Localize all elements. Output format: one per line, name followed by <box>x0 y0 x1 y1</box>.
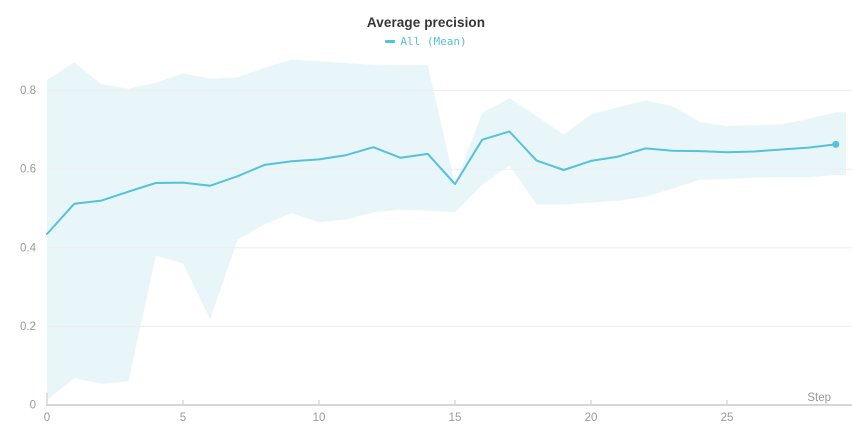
confidence-band <box>47 59 846 401</box>
legend-line-marker-icon <box>385 40 396 43</box>
legend-label: All (Mean) <box>400 35 467 48</box>
legend: All (Mean) <box>385 35 467 48</box>
y-tick-label: 0.4 <box>20 242 37 254</box>
x-tick-label: 10 <box>313 412 326 424</box>
x-tick-label: 5 <box>180 412 186 424</box>
last-point-dot <box>832 140 840 148</box>
x-tick-label: 15 <box>449 412 462 424</box>
x-tick-label: 0 <box>44 412 50 424</box>
x-tick-label: 25 <box>721 412 734 424</box>
y-tick-label: 0 <box>30 400 36 412</box>
y-tick-label: 0.8 <box>20 85 36 97</box>
legend-item-all-mean[interactable]: All (Mean) <box>385 35 467 48</box>
y-tick-label: 0.2 <box>20 321 36 333</box>
x-tick-label: 20 <box>585 412 598 424</box>
x-axis-title: Step <box>807 392 831 404</box>
mean-line <box>46 130 837 235</box>
y-tick-label: 0.6 <box>20 164 36 176</box>
